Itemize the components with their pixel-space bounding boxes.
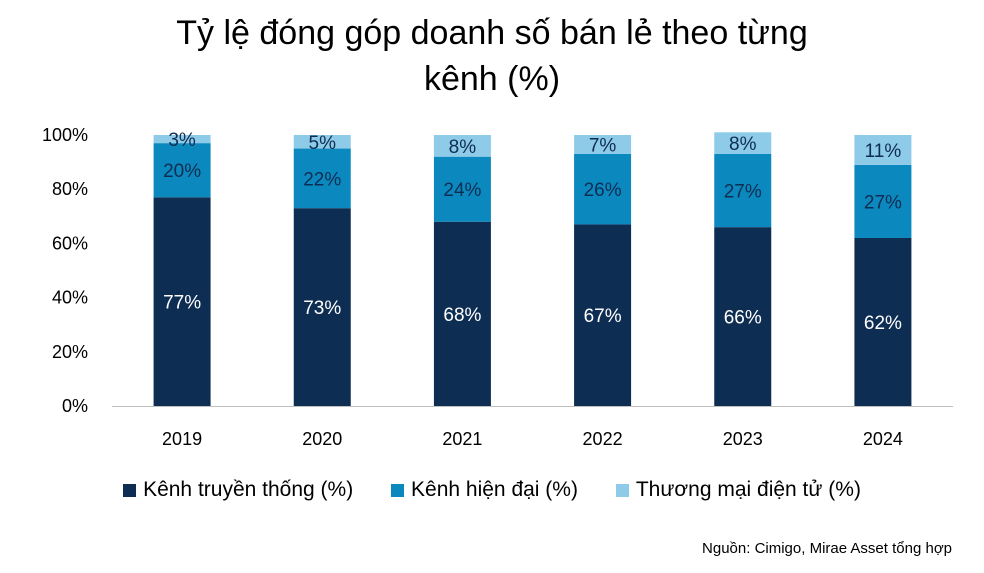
y-tick-label: 40% [52, 288, 88, 308]
data-label: 62% [864, 313, 902, 334]
legend-swatch-ecommerce [615, 483, 629, 497]
data-label: 26% [584, 180, 622, 201]
bar-segment [433, 156, 491, 222]
bar-segment [854, 237, 912, 406]
bar-segment [153, 135, 211, 144]
data-label: 67% [584, 306, 622, 327]
bar-segment [854, 164, 912, 238]
y-tick-label: 0% [62, 396, 88, 416]
x-axis: 2019 2020 2021 2022 2023 2024 [112, 406, 953, 449]
chart-title-line-2: kênh (%) [423, 60, 561, 98]
data-label: 22% [303, 169, 341, 190]
data-label: 8% [449, 137, 477, 158]
bar-segment [574, 135, 632, 154]
legend-label-ecommerce: Thương mại điện tử (%) [635, 478, 861, 501]
data-label: 20% [163, 161, 201, 182]
bar-segment [433, 135, 491, 157]
x-tick-label: 2020 [302, 429, 342, 449]
x-tick-label: 2023 [723, 429, 763, 449]
legend: Kênh truyền thống (%) Kênh hiện đại (%) … [0, 478, 984, 503]
x-tick-label: 2021 [442, 429, 482, 449]
bar-segment [153, 143, 211, 198]
bar-segment [574, 153, 632, 225]
stacked-bar-chart: 0% 20% 40% 60% 80% 100% 77% 20% 3% 73% 22% 5% 68% 24… [42, 125, 953, 449]
bar-segment [574, 224, 632, 406]
legend-item-modern: Kênh hiện đại (%) [391, 478, 578, 502]
y-tick-label: 20% [52, 342, 88, 362]
x-tick-label: 2022 [583, 429, 623, 449]
legend-label-modern: Kênh hiện đại (%) [411, 478, 578, 501]
data-label: 11% [865, 141, 902, 162]
x-tick-label: 2019 [162, 429, 202, 449]
bar-segment [433, 221, 491, 406]
data-label: 27% [724, 182, 762, 203]
bar-segment [714, 227, 772, 406]
bars-layer: 77% 20% 3% 73% 22% 5% 68% 24% 8% 67% 26% 7% 66% 27% 8%… [153, 130, 912, 406]
y-tick-label: 60% [52, 233, 88, 253]
bar-segment [153, 197, 211, 406]
data-label: 24% [443, 180, 481, 201]
x-tick-label: 2024 [863, 429, 903, 449]
legend-label-traditional: Kênh truyền thống (%) [143, 478, 354, 501]
data-label: 5% [309, 133, 337, 154]
chart-title-line-1: Tỷ lệ đóng góp doanh số bán lẻ theo từng [176, 14, 808, 52]
data-label: 77% [163, 293, 201, 314]
data-label: 8% [729, 134, 757, 155]
bar-segment [714, 153, 772, 228]
bar-segment [293, 148, 351, 209]
data-label: 7% [589, 135, 617, 156]
legend-swatch-traditional [123, 483, 137, 497]
data-label: 3% [168, 130, 196, 151]
bar-segment [714, 132, 772, 154]
bar-segment [293, 208, 351, 406]
bar-segment [293, 135, 351, 149]
chart-title: Tỷ lệ đóng góp doanh số bán lẻ theo từng… [0, 10, 984, 102]
data-label: 66% [724, 308, 762, 329]
y-axis: 0% 20% 40% 60% 80% 100% [42, 125, 88, 416]
data-label: 27% [864, 192, 902, 213]
legend-item-ecommerce: Thương mại điện tử (%) [615, 478, 861, 502]
data-label: 73% [303, 298, 341, 319]
y-tick-label: 100% [42, 125, 88, 145]
legend-swatch-modern [391, 483, 405, 497]
bar-segment [854, 135, 912, 165]
y-tick-label: 80% [52, 179, 88, 199]
source-note: Nguồn: Cimigo, Mirae Asset tổng hợp [702, 540, 952, 557]
data-label: 68% [443, 305, 481, 326]
legend-item-traditional: Kênh truyền thống (%) [123, 478, 353, 502]
